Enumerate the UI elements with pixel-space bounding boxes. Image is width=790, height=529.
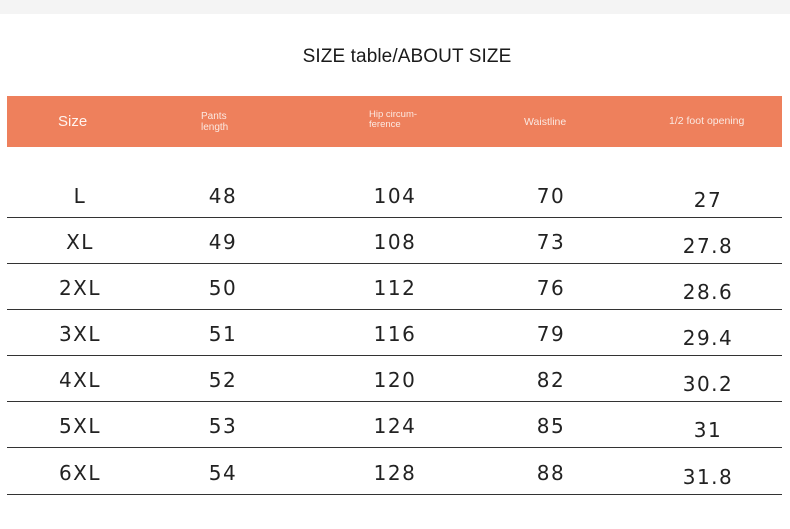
cell-size: 2XL xyxy=(58,276,102,300)
page-title: SIZE table/ABOUT SIZE xyxy=(302,46,512,67)
cell-pants-length: 51 xyxy=(208,322,238,346)
cell-foot-opening: 29.4 xyxy=(682,326,734,350)
table-row: 4XL 52 120 82 30.2 xyxy=(7,356,782,402)
header-size: Size xyxy=(58,113,88,130)
cell-size: 5XL xyxy=(58,414,102,438)
table-row: 5XL 53 124 85 31 xyxy=(7,402,782,448)
cell-waistline: 70 xyxy=(536,184,566,208)
table-row: 2XL 50 112 76 28.6 xyxy=(7,264,782,310)
cell-pants-length: 49 xyxy=(208,230,238,254)
cell-foot-opening: 31 xyxy=(693,418,723,442)
cell-pants-length: 52 xyxy=(208,368,238,392)
table-row: L 48 104 70 27 xyxy=(7,172,782,218)
cell-hip: 104 xyxy=(373,184,417,208)
header-hip-circumference: Hip circum- ference xyxy=(369,110,439,130)
cell-foot-opening: 28.6 xyxy=(682,280,734,304)
cell-size: 6XL xyxy=(58,461,102,485)
cell-foot-opening: 31.8 xyxy=(682,465,734,489)
cell-hip: 108 xyxy=(373,230,417,254)
cell-pants-length: 48 xyxy=(208,184,238,208)
table-row: XL 49 108 73 27.8 xyxy=(7,218,782,264)
cell-waistline: 82 xyxy=(536,368,566,392)
cell-foot-opening: 27 xyxy=(693,188,723,212)
cell-waistline: 85 xyxy=(536,414,566,438)
cell-hip: 112 xyxy=(373,276,417,300)
header-hip-line1: Hip circum- xyxy=(369,109,418,120)
row-divider xyxy=(7,401,782,402)
table-row: 6XL 54 128 88 31.8 xyxy=(7,449,782,495)
top-strip xyxy=(0,0,790,14)
header-hip-line2: ference xyxy=(369,118,401,130)
header-foot-opening: 1/2 foot opening xyxy=(669,115,745,127)
cell-hip: 120 xyxy=(373,368,417,392)
cell-foot-opening: 30.2 xyxy=(682,372,734,396)
cell-hip: 124 xyxy=(373,414,417,438)
table-row: 3XL 51 116 79 29.4 xyxy=(7,310,782,356)
row-divider xyxy=(7,494,782,495)
cell-pants-length: 54 xyxy=(208,461,238,485)
row-divider xyxy=(7,309,782,310)
cell-size: L xyxy=(73,184,87,208)
header-pants-length: Pants length xyxy=(201,111,261,133)
cell-waistline: 73 xyxy=(536,230,566,254)
cell-foot-opening: 27.8 xyxy=(682,234,734,258)
header-pants-line1: Pants xyxy=(201,111,227,122)
header-pants-line2: length xyxy=(201,121,229,133)
cell-pants-length: 50 xyxy=(208,276,238,300)
table-header: Size Pants length Hip circum- ference Wa… xyxy=(7,96,782,147)
cell-size: XL xyxy=(66,230,94,254)
row-divider xyxy=(7,263,782,264)
cell-size: 3XL xyxy=(58,322,102,346)
cell-waistline: 76 xyxy=(536,276,566,300)
row-divider xyxy=(7,447,782,448)
header-waistline: Waistline xyxy=(524,116,567,128)
cell-waistline: 79 xyxy=(536,322,566,346)
row-divider xyxy=(7,217,782,218)
cell-pants-length: 53 xyxy=(208,414,238,438)
cell-hip: 116 xyxy=(373,322,417,346)
cell-hip: 128 xyxy=(373,461,417,485)
cell-size: 4XL xyxy=(58,368,102,392)
row-divider xyxy=(7,355,782,356)
cell-waistline: 88 xyxy=(536,461,566,485)
